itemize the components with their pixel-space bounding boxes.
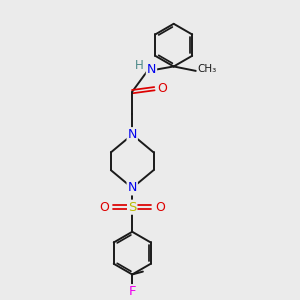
Text: O: O [155,201,165,214]
Text: N: N [128,128,137,141]
Text: O: O [100,201,110,214]
Text: N: N [147,63,156,76]
Text: S: S [128,201,136,214]
Text: N: N [128,182,137,194]
Text: F: F [128,285,136,298]
Text: H: H [135,59,144,72]
Text: CH₃: CH₃ [198,64,217,74]
Text: O: O [157,82,167,95]
